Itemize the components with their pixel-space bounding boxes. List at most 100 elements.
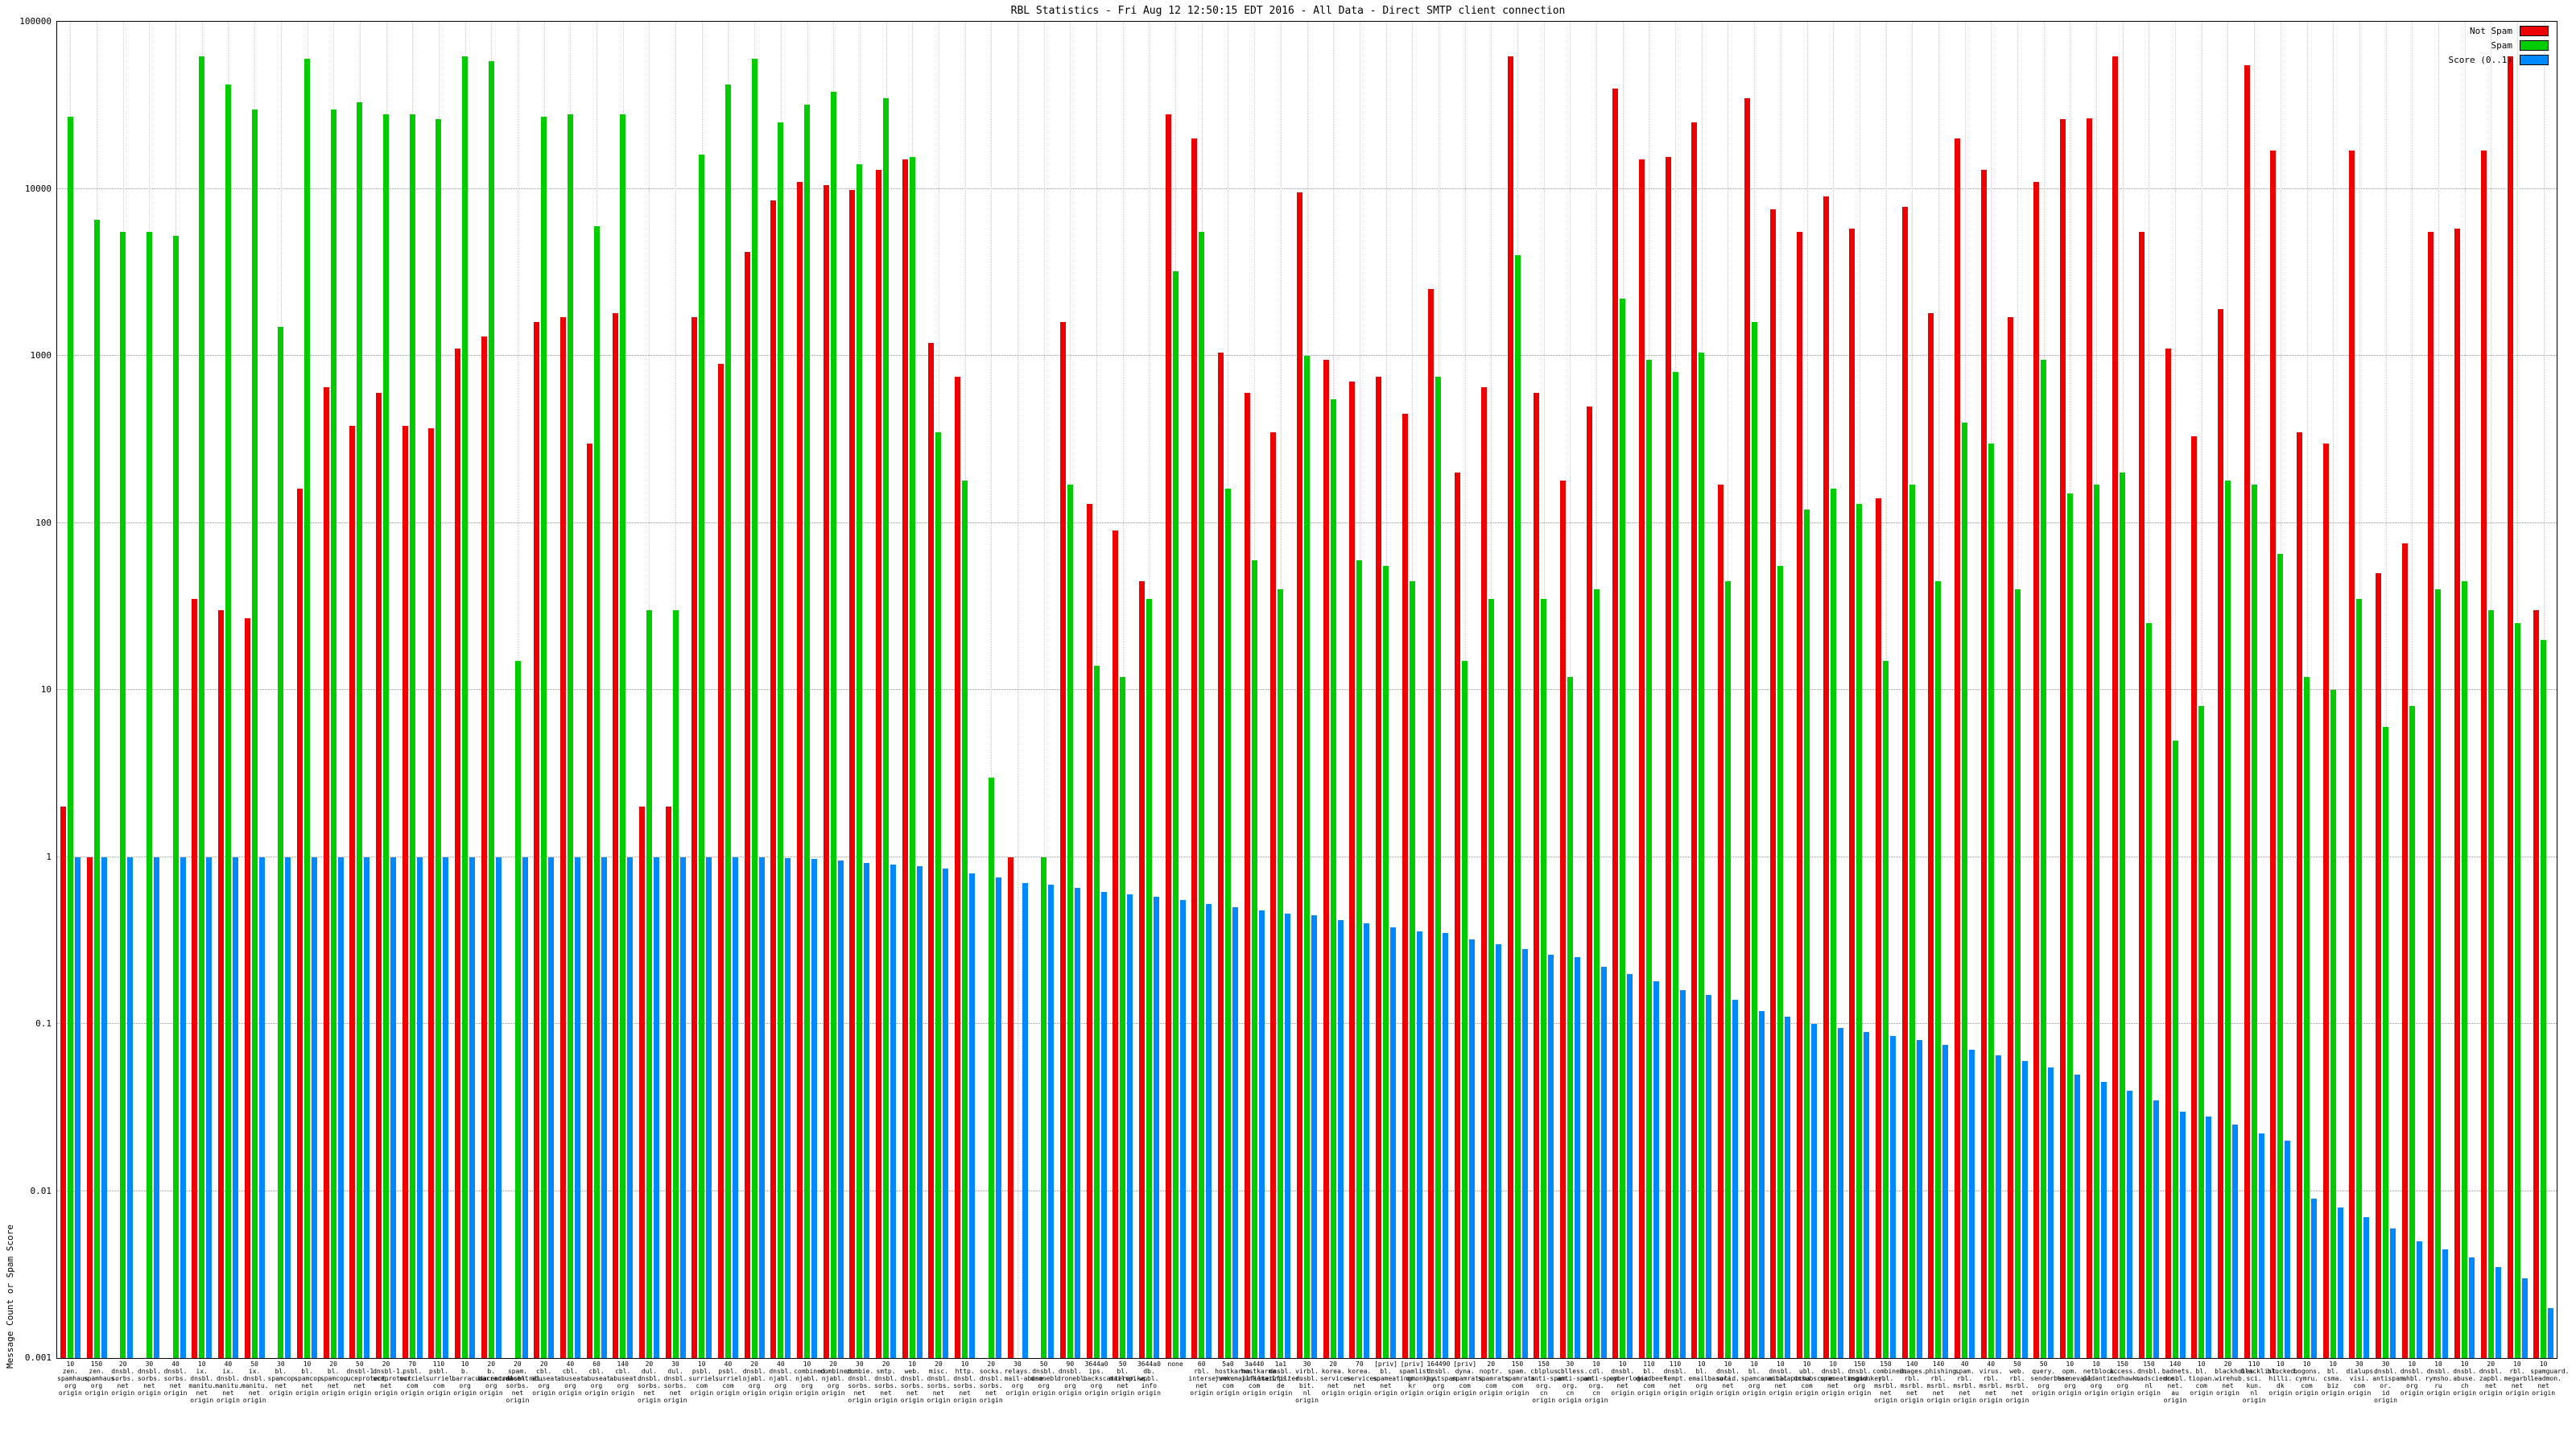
bar-spam	[724, 85, 731, 1358]
x-tick-label: [priv] bl. spameatingmonkey. net origin	[1373, 1360, 1439, 1397]
x-tick-label: 30 dnsbl. sorbs. net origin	[137, 1360, 161, 1397]
bar-spam	[567, 114, 573, 1358]
bar-not-spam	[534, 321, 540, 1358]
bar-spam	[1672, 372, 1678, 1358]
bar-score	[2074, 1074, 2080, 1358]
bar-score	[127, 857, 134, 1358]
bar-not-spam	[2297, 431, 2302, 1358]
bar-not-spam	[1297, 192, 1302, 1358]
bar-not-spam	[1349, 382, 1356, 1358]
x-tick-label: 150 spam. spamrats. com origin	[1504, 1360, 1539, 1397]
plot-area: 10 zen. spamhaus. org origin 150 zen. spamhaus.…	[19, 16, 2569, 1404]
bar-not-spam	[849, 190, 856, 1358]
bar-score	[574, 857, 580, 1358]
bar-spam	[909, 157, 915, 1358]
bar-score	[2390, 1228, 2396, 1358]
bar-score	[1548, 954, 1554, 1358]
bar-not-spam	[1455, 473, 1461, 1358]
x-tick-label: 10 ix. dnsbl. manitu. net origin	[188, 1360, 217, 1404]
bar-score	[2363, 1216, 2370, 1358]
bar-score	[74, 857, 80, 1358]
bar-not-spam	[1165, 114, 1171, 1358]
bar-spam	[1883, 660, 1889, 1358]
x-tick-label: [priv] spamlist. or. kr origin	[1398, 1360, 1435, 1397]
bar-score	[390, 857, 397, 1358]
bar-score	[2495, 1267, 2501, 1358]
bar-spam	[2041, 359, 2047, 1358]
legend-item-spam: Spam	[2449, 40, 2549, 51]
bar-spam	[672, 610, 679, 1358]
bar-not-spam	[1955, 138, 1961, 1358]
bar-not-spam	[1402, 414, 1408, 1358]
bar-spam	[1645, 359, 1652, 1358]
x-tick-label: 10 dnsbl. abuse. ch origin	[2453, 1360, 2477, 1397]
bar-spam	[2487, 610, 2494, 1358]
x-tick-label: 50 dnsbl-1. uceprotect. net origin	[346, 1360, 390, 1397]
bar-spam	[1514, 255, 1521, 1358]
x-tick-label: 10 bl. spamcannibal. org origin	[1740, 1360, 1792, 1397]
bar-spam	[1120, 676, 1126, 1358]
bar-score	[1232, 907, 1238, 1358]
bar-score	[864, 863, 870, 1358]
bar-score	[969, 873, 976, 1358]
bar-spam	[593, 225, 600, 1358]
bar-spam	[1567, 676, 1573, 1358]
x-tick-label: 20 cbl. abuseat. org origin	[530, 1360, 562, 1397]
bar-not-spam	[638, 807, 645, 1358]
bar-score	[1048, 885, 1055, 1358]
x-tick-label: 10 dnsbl. cyberlogic. net origin	[1609, 1360, 1653, 1397]
bar-not-spam	[2270, 150, 2277, 1358]
bar-not-spam	[2401, 543, 2408, 1358]
bar-score	[258, 857, 265, 1358]
bar-score	[1153, 896, 1159, 1358]
bar-score	[1179, 900, 1186, 1358]
legend: Not Spam Spam Score (0..1)	[2449, 26, 2549, 69]
bar-not-spam	[2033, 181, 2040, 1358]
bar-not-spam	[60, 807, 66, 1358]
bar-not-spam	[2322, 443, 2329, 1358]
bar-score	[1416, 931, 1422, 1358]
bar-spam	[2093, 484, 2099, 1358]
bar-not-spam	[192, 599, 198, 1358]
bar-not-spam	[2244, 64, 2250, 1358]
bar-spam	[2330, 690, 2336, 1358]
bar-score	[706, 857, 712, 1358]
bar-spam	[751, 59, 758, 1358]
bar-score	[1758, 1010, 1765, 1358]
x-tick-label: 3644a0 ips. backscatterer. org origin	[1083, 1360, 1138, 1397]
bar-spam	[935, 431, 942, 1358]
bar-score	[2548, 1307, 2554, 1358]
x-tick-label: 20 dnsbl-1. uceprotect. net origin	[373, 1360, 416, 1397]
x-tick-label: 10 netblock. pedantic. org origin	[2083, 1360, 2119, 1397]
y-tick-label: 0.01	[30, 1185, 52, 1196]
bar-not-spam	[1717, 484, 1724, 1358]
bar-score	[101, 857, 107, 1358]
bar-not-spam	[1323, 359, 1329, 1358]
x-tick-label: 110 bl. deadbeef. com origin	[1636, 1360, 1671, 1397]
x-tick-label: 20 dul. dnsbl. sorbs. net origin	[637, 1360, 661, 1404]
x-tick-label: 150 zen. spamhaus. org origin	[83, 1360, 119, 1397]
not-spam-swatch-icon	[2520, 26, 2549, 36]
bar-spam	[2172, 740, 2178, 1358]
bar-not-spam	[613, 313, 619, 1358]
x-tick-label: 10 http. dnsbl. sorbs. net origin	[953, 1360, 977, 1404]
x-tick-label: 10 combined. njabl. org origin	[794, 1360, 829, 1397]
bar-score	[1521, 949, 1528, 1358]
x-gridline	[2412, 22, 2413, 1358]
bar-not-spam	[86, 857, 93, 1358]
bar-spam	[2541, 639, 2547, 1358]
x-tick-label: 40 cbl. abuseat. org origin	[557, 1360, 588, 1397]
bar-spam	[488, 61, 494, 1358]
bar-spam	[1409, 580, 1415, 1358]
bar-not-spam	[349, 426, 356, 1358]
bar-score	[1785, 1017, 1791, 1358]
bar-score	[1022, 882, 1028, 1358]
bar-not-spam	[586, 443, 592, 1358]
bar-score	[732, 857, 738, 1358]
bar-spam	[1804, 510, 1810, 1358]
x-tick-label: 10 blocked. hilli. dk origin	[2267, 1360, 2299, 1397]
score-swatch-icon	[2520, 55, 2549, 65]
bar-spam	[357, 101, 363, 1358]
x-tick-label: 50 ix. dnsbl. manitu. net origin	[241, 1360, 269, 1404]
bar-not-spam	[1770, 209, 1777, 1358]
